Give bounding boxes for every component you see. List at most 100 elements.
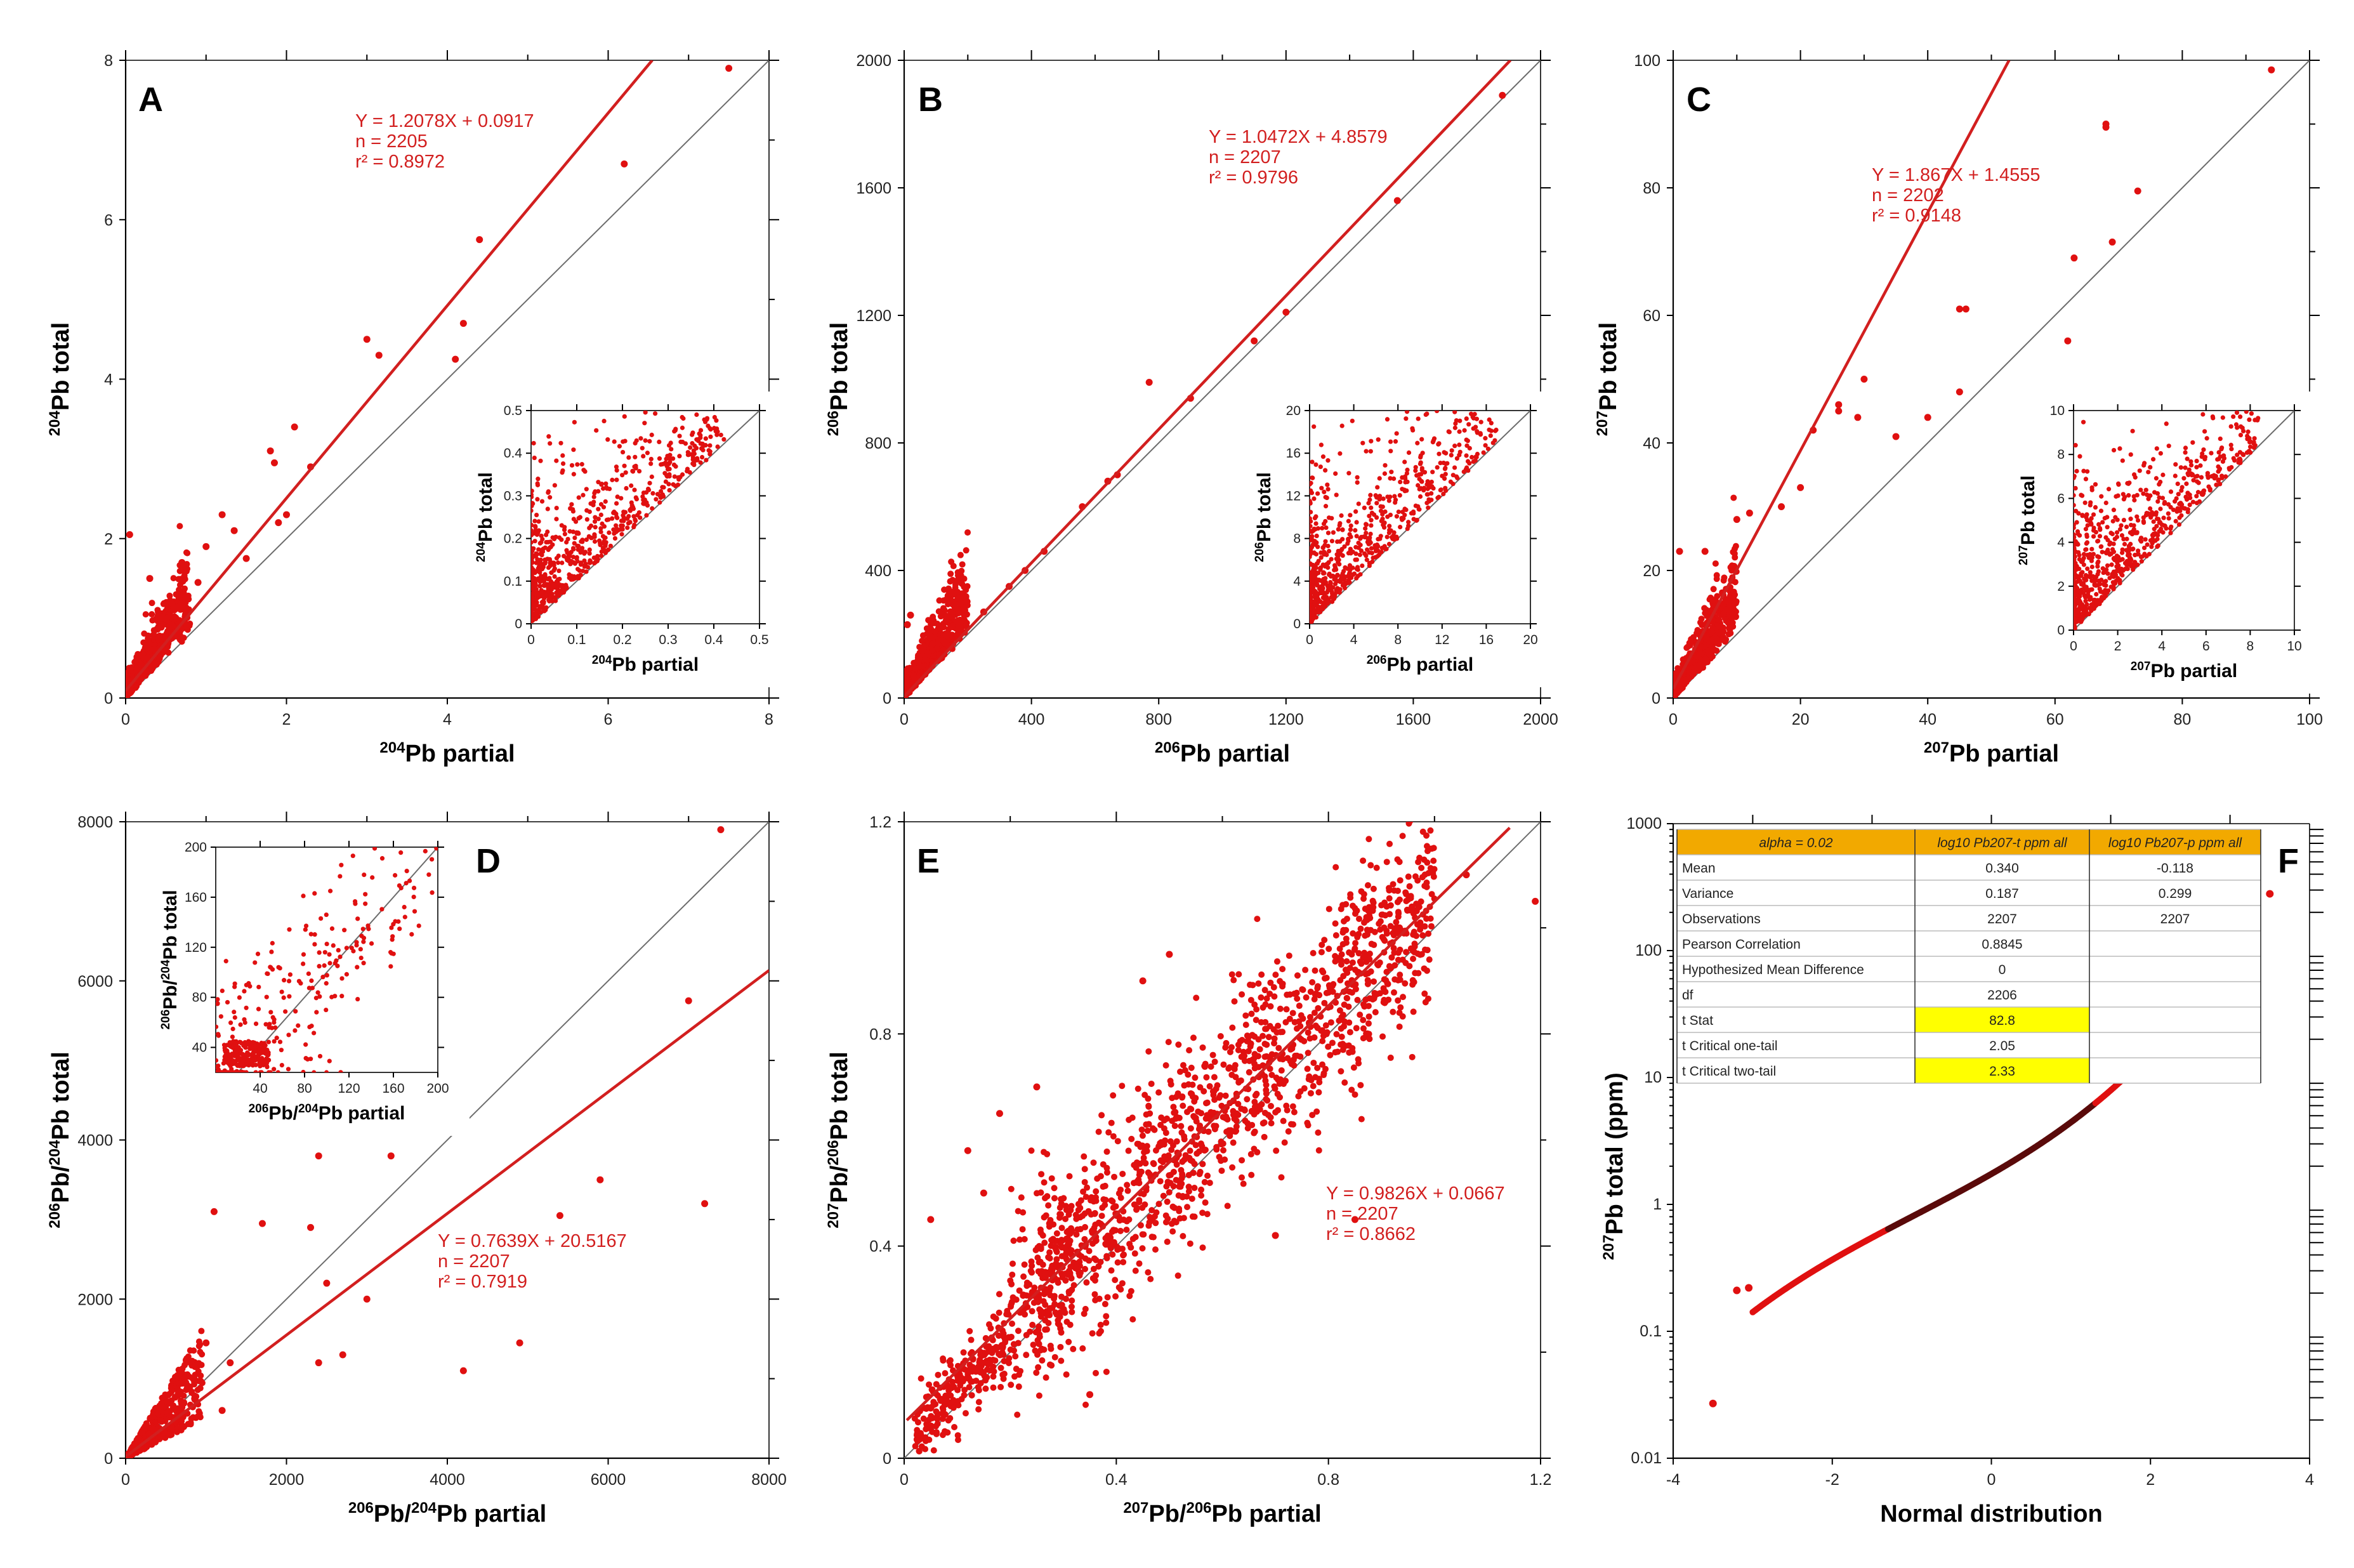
x-tick-label: 8: [765, 711, 773, 728]
inset-data-point: [2148, 464, 2153, 470]
inset-x-tick-label: 0: [2070, 639, 2077, 654]
inset-data-point: [546, 565, 551, 570]
inset-y-tick-label: 0.2: [504, 532, 522, 546]
inset-data-point: [1310, 529, 1313, 534]
inset-data-point: [641, 501, 647, 506]
data-point: [2064, 337, 2072, 345]
inset-data-point: [560, 470, 565, 475]
inset-data-point: [582, 469, 588, 474]
data-point: [459, 320, 467, 327]
inset-data-point: [1487, 427, 1492, 432]
inset-data-point: [623, 470, 628, 475]
data-point: [1731, 545, 1738, 552]
inset-data-point: [531, 607, 535, 612]
inset-data-point: [650, 491, 655, 496]
data-point: [1684, 643, 1691, 650]
inset-data-point: [602, 540, 607, 546]
data-point: [180, 591, 187, 598]
inset-data-point: [1449, 448, 1454, 453]
inset-data-point: [633, 466, 638, 471]
inset-data-point: [1315, 526, 1320, 531]
inset-data-point: [1443, 488, 1449, 493]
data-point: [169, 600, 176, 607]
y-axis-label: 204Pb total: [46, 322, 74, 436]
inset-data-point: [666, 443, 672, 448]
x-tick-label: 0: [121, 711, 130, 728]
inset-data-point: [1325, 458, 1331, 463]
inset-data-point: [1310, 488, 1313, 493]
inset-data-point: [1393, 439, 1398, 444]
inset-data-point: [605, 437, 610, 442]
data-point: [955, 624, 962, 631]
inset-data-point: [629, 506, 634, 511]
inset-data-point: [536, 519, 541, 524]
inset-data-point: [1310, 459, 1315, 464]
inset-data-point: [562, 525, 567, 530]
data-point: [944, 642, 950, 649]
inset-data-point: [1314, 533, 1319, 539]
inset-data-point: [569, 463, 575, 468]
inset-data-point: [531, 492, 534, 497]
inset-data-point: [559, 590, 565, 595]
inset-data-point: [584, 569, 589, 574]
inset-data-point: [2074, 508, 2079, 513]
inset-data-point: [640, 494, 645, 499]
data-point: [148, 600, 155, 607]
inset-data-point: [1411, 511, 1416, 516]
inset-data-point: [1374, 501, 1379, 506]
inset-y-tick-label: 8: [2057, 447, 2065, 462]
data-point: [2134, 187, 2141, 195]
inset-data-point: [1419, 471, 1424, 477]
inset-data-point: [551, 563, 556, 568]
inset-data-point: [2141, 518, 2146, 524]
inset-data-point: [545, 506, 550, 511]
inset-data-point: [1413, 464, 1418, 470]
data-point: [1711, 634, 1718, 641]
inset-data-point: [536, 477, 541, 482]
data-point: [944, 618, 950, 625]
data-point: [1722, 595, 1729, 602]
inset-data-point: [1398, 525, 1403, 530]
inset-data-point: [575, 543, 580, 548]
inset-data-point: [634, 438, 639, 443]
inset-data-point: [614, 477, 619, 482]
inset-x-tick-label: 8: [2247, 639, 2254, 654]
inset-data-point: [571, 546, 576, 552]
y-axis-label: 206Pb total: [825, 322, 853, 436]
inset-data-point: [1452, 444, 1457, 449]
data-point: [961, 583, 968, 590]
data-point: [1797, 484, 1805, 491]
data-point: [169, 623, 176, 629]
inset-data-point: [1348, 513, 1353, 518]
inset-data-point: [620, 449, 626, 455]
inset-data-point: [2089, 546, 2094, 551]
inset-x-rest: Pb partial: [612, 654, 699, 675]
data-point: [1725, 631, 1732, 638]
inset-x-tick-label: 0: [1306, 633, 1313, 647]
data-point: [1733, 598, 1740, 605]
inset-data-point: [1339, 576, 1344, 581]
data-point: [1835, 407, 1843, 415]
y-label-isotope: 207: [1594, 411, 1611, 436]
inset-data-point: [2228, 424, 2233, 429]
inset-data-point: [542, 573, 548, 578]
data-point: [1697, 662, 1704, 669]
inset-data-point: [554, 458, 559, 463]
inset-data-point: [1339, 546, 1345, 552]
inset-data-point: [2085, 566, 2090, 571]
inset-data-point: [2137, 468, 2142, 473]
inset-data-point: [1419, 437, 1424, 442]
inset-data-point: [1410, 428, 1416, 433]
inset-data-point: [1434, 411, 1440, 414]
data-point: [1690, 634, 1697, 641]
inset-data-point: [1323, 494, 1328, 500]
inset-data-point: [1322, 550, 1327, 555]
inset-data-point: [641, 454, 646, 459]
inset-data-point: [612, 439, 617, 444]
inset-data-point: [595, 558, 600, 563]
inset-data-point: [2130, 428, 2135, 433]
data-point: [173, 614, 180, 621]
inset-data-point: [552, 566, 557, 571]
inset-data-point: [2111, 508, 2116, 513]
inset-data-point: [1378, 504, 1383, 509]
